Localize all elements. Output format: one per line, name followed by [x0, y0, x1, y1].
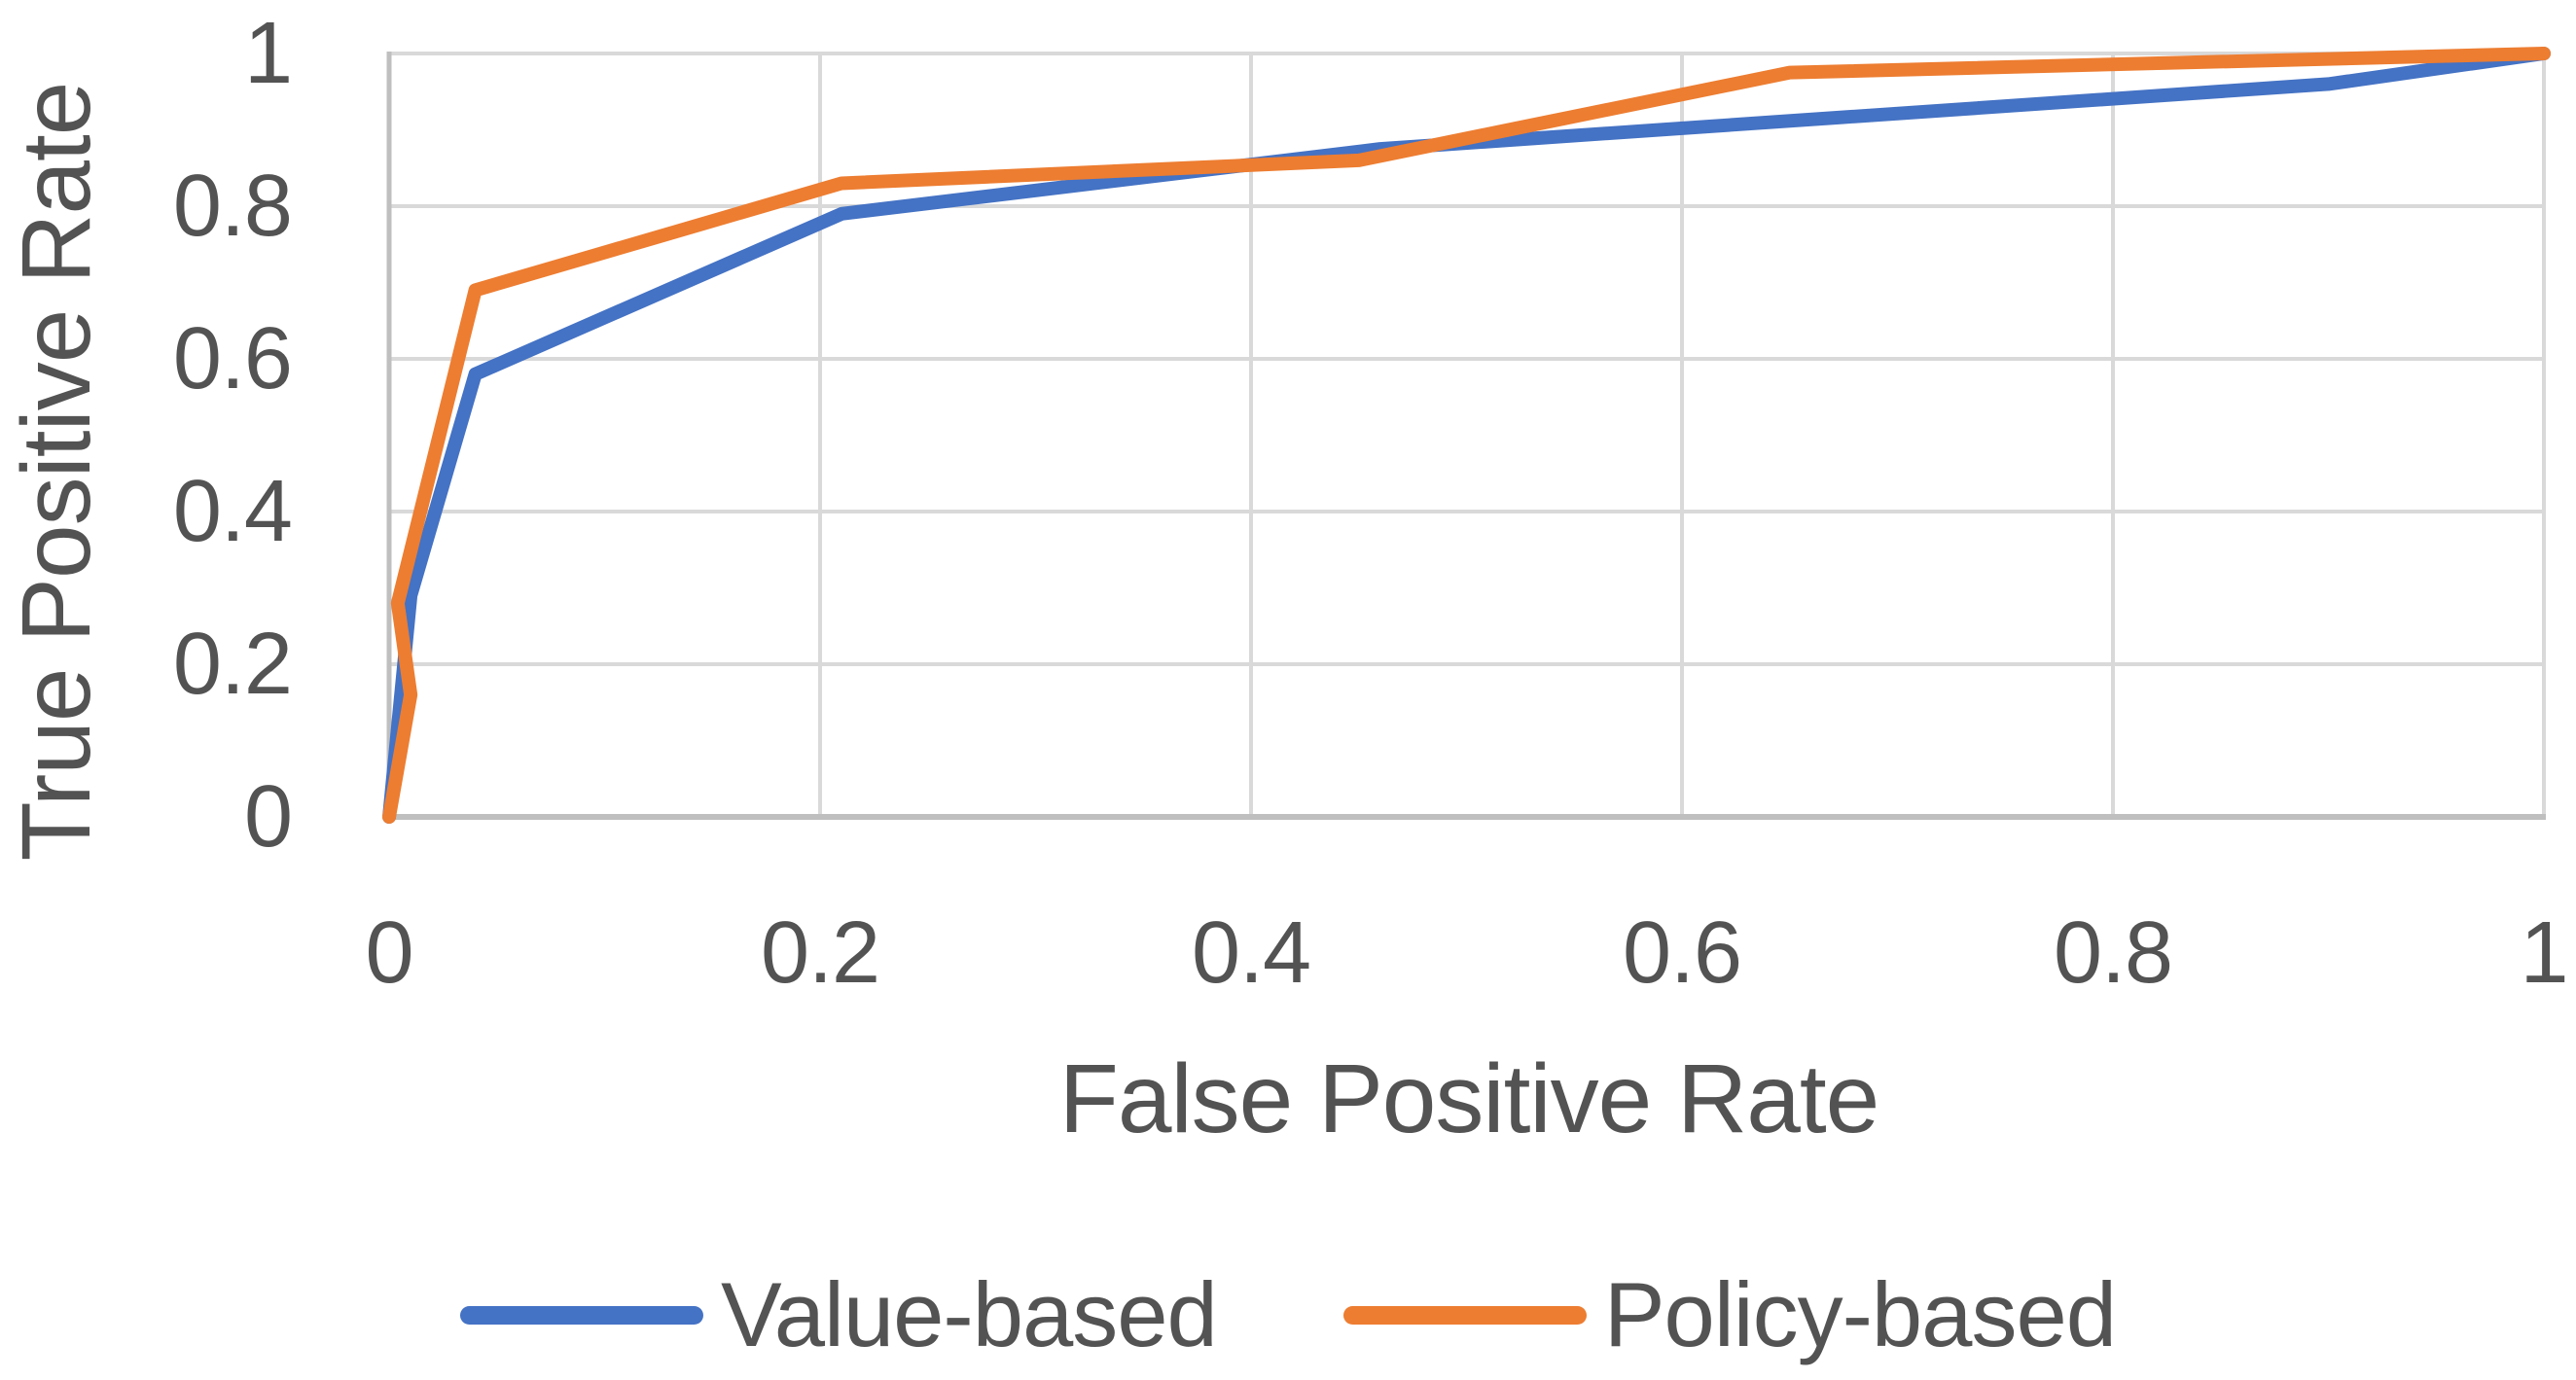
- x-tick-label: 0.2: [760, 904, 880, 1002]
- legend-item-policy-based: Policy-based: [1342, 1263, 2117, 1365]
- y-tick-label: 1: [243, 5, 293, 102]
- y-axis-title: True Positive Rate: [2, 82, 111, 862]
- legend: Value-based Policy-based: [459, 1263, 2117, 1365]
- policy-based-line-swatch: [1342, 1305, 1587, 1325]
- y-tick-label: 0.2: [172, 616, 293, 713]
- legend-label-policy-based: Policy-based: [1603, 1263, 2117, 1365]
- y-tick-label: 0.4: [172, 463, 293, 560]
- x-axis-title: False Positive Rate: [1058, 1044, 1879, 1153]
- x-tick-label: 0.8: [2053, 904, 2173, 1002]
- x-tick-label: 0.4: [1191, 904, 1311, 1002]
- legend-label-value-based: Value-based: [720, 1263, 1218, 1365]
- y-tick-label: 0.6: [172, 310, 293, 407]
- x-tick-label: 1: [2520, 904, 2568, 1002]
- legend-item-value-based: Value-based: [459, 1263, 1218, 1365]
- x-tick-label: 0.6: [1622, 904, 1742, 1002]
- x-tick-label: 0: [365, 904, 413, 1002]
- policy-based-line: [382, 47, 2551, 824]
- value-based-line-swatch: [459, 1305, 703, 1325]
- y-tick-label: 0: [243, 768, 293, 866]
- value-based-line: [382, 47, 2551, 824]
- y-tick-label: 0.8: [172, 158, 293, 255]
